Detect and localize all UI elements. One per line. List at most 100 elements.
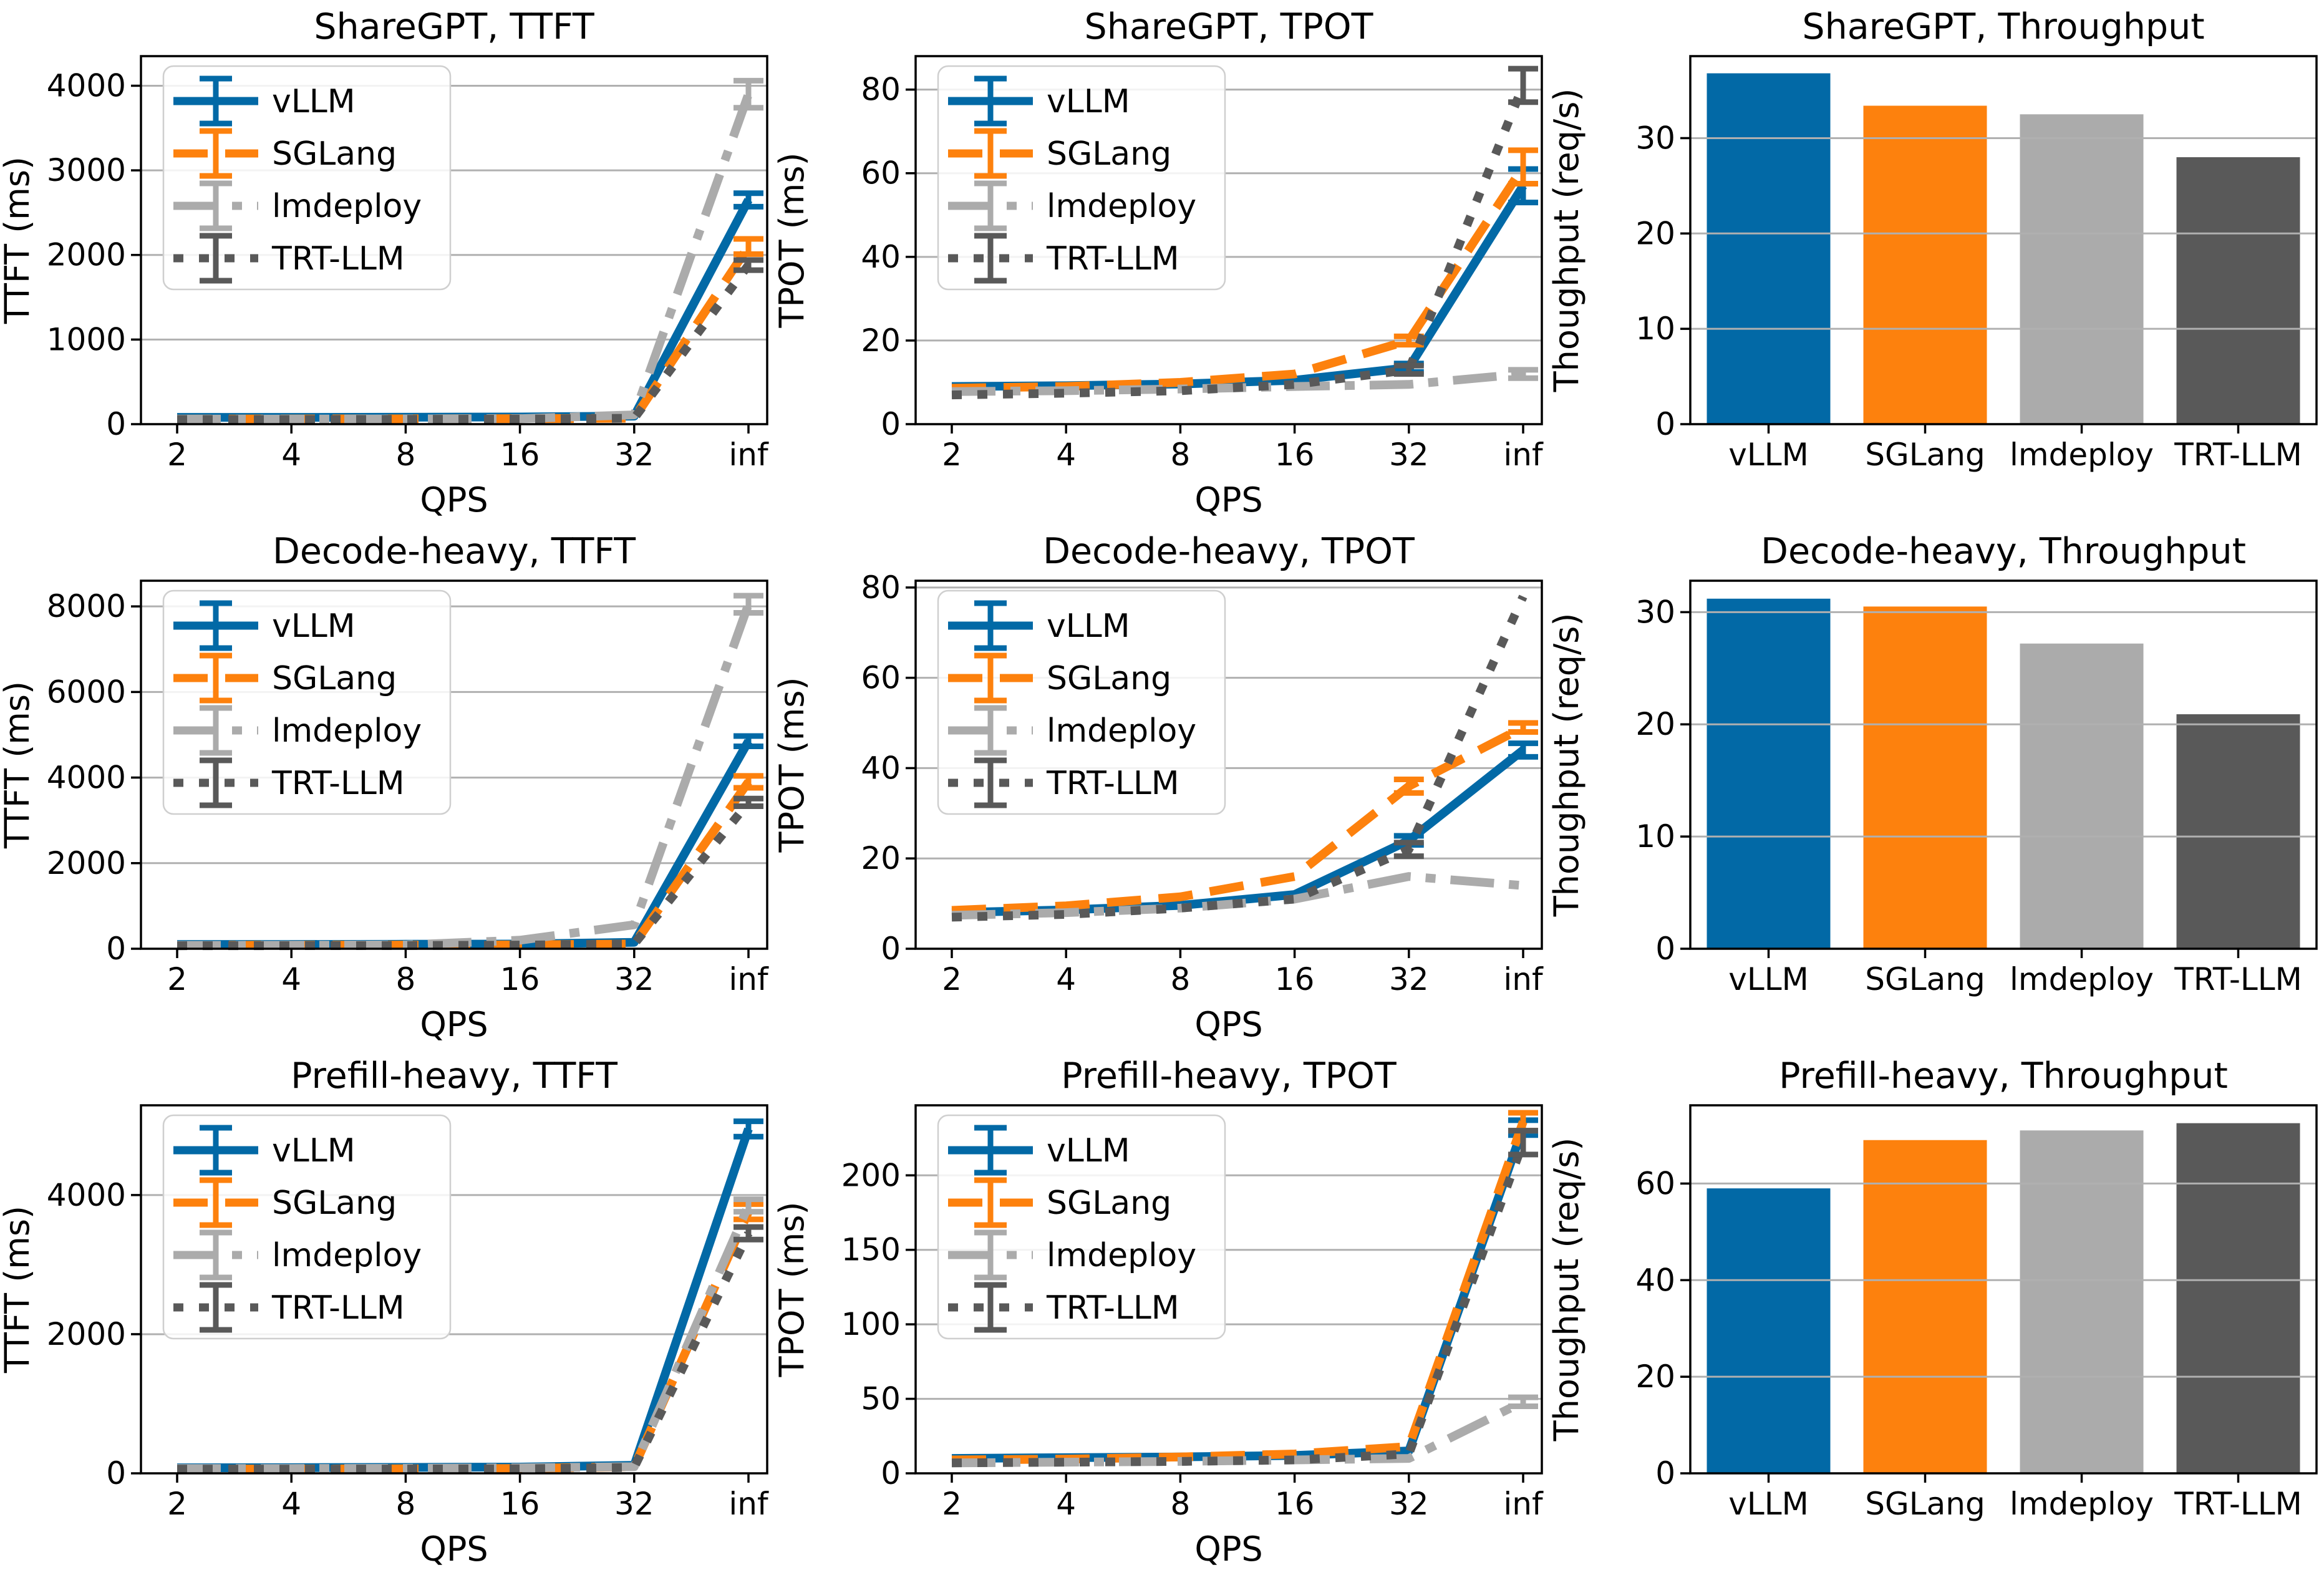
y-tick-label: 200 (841, 1157, 901, 1193)
x-tick-label: 8 (395, 437, 415, 473)
legend-entry-label: TRT-LLM (271, 240, 405, 278)
x-tick-label: 16 (500, 961, 540, 997)
x-tick-label: 2 (942, 437, 962, 473)
legend-box (937, 589, 1226, 815)
bar-SGLang (1863, 1140, 1987, 1473)
y-tick-label: 0 (1655, 1455, 1675, 1491)
legend-entry-label: SGLang (1047, 135, 1171, 173)
chart-sharegpt-tpot: ShareGPT, TPOT 0 20 40 60 80 TPOT (ms) 2 4 8 16 32 i… (775, 0, 1549, 525)
y-tick-label: 0 (106, 1455, 126, 1491)
x-tick-label: 2 (167, 961, 187, 997)
x-tick-label: SGLang (1865, 437, 1985, 473)
y-axis-label: Thoughput (req/s) (1549, 613, 1586, 918)
y-tick-label: 80 (861, 72, 901, 108)
chart-title: ShareGPT, TTFT (314, 6, 594, 47)
y-tick-label: 40 (1635, 1262, 1675, 1298)
bar-vLLM (1707, 598, 1831, 949)
axis-frame (1689, 1104, 2318, 1475)
legend-entry-label: TRT-LLM (271, 765, 405, 802)
x-tick-label: 8 (1170, 961, 1190, 997)
x-tick-label: vLLM (1728, 437, 1808, 473)
x-axis-label: QPS (1194, 480, 1262, 520)
series-line-TRT-LLM (177, 1231, 753, 1474)
x-tick-label: 32 (1389, 1486, 1429, 1522)
y-tick-label: 8000 (47, 588, 126, 624)
legend-box (162, 589, 452, 815)
y-tick-label: 60 (861, 155, 901, 191)
bar-vLLM (1707, 73, 1831, 425)
y-tick-label: 30 (1635, 120, 1675, 156)
y-tick-label: 3000 (47, 152, 126, 188)
series-line-TRT-LLM (951, 1141, 1528, 1468)
chart-title: Decode-heavy, Throughput (1761, 531, 2246, 572)
x-axis-label: QPS (420, 1529, 488, 1569)
axis-frame (140, 1104, 768, 1475)
x-tick-label: TRT-LLM (2174, 437, 2302, 473)
y-axis-label: Thoughput (req/s) (1549, 1138, 1586, 1442)
axis-frame (1689, 55, 2318, 425)
legend-entry-label: SGLang (272, 660, 397, 697)
x-axis-label: QPS (420, 480, 488, 520)
y-tick-label: 20 (861, 322, 901, 359)
y-tick-label: 1000 (47, 321, 126, 357)
bar-lmdeploy (2020, 114, 2144, 424)
y-tick-label: 20 (1635, 215, 1675, 251)
legend-entry-label: lmdeploy (1047, 712, 1196, 750)
y-tick-label: 10 (1635, 818, 1675, 855)
y-axis-label: TPOT (ms) (775, 1201, 811, 1377)
bar-lmdeploy (2020, 1130, 2144, 1473)
x-tick-label: TRT-LLM (2174, 961, 2302, 997)
x-tick-label: 8 (395, 1486, 415, 1522)
y-tick-label: 80 (861, 569, 901, 606)
series-line-SGLang (951, 1120, 1528, 1465)
y-tick-label: 0 (881, 931, 901, 967)
bar-TRT-LLM (2176, 157, 2300, 424)
legend-entry-label: lmdeploy (272, 188, 422, 225)
legend-entry-label: vLLM (1047, 83, 1130, 120)
y-tick-label: 60 (1635, 1165, 1675, 1201)
y-tick-label: 20 (861, 840, 901, 876)
chart-title: Decode-heavy, TPOT (1043, 531, 1415, 572)
legend-entry-label: TRT-LLM (1046, 765, 1179, 802)
axis-frame (914, 1104, 1543, 1475)
legend-entry-label: lmdeploy (1047, 1237, 1196, 1274)
chart-decode-heavy-ttft: Decode-heavy, TTFT 0 2000 4000 6000 8000 TTFT … (0, 525, 775, 1049)
chart-svg-sharegpt-ttft: ShareGPT, TTFT 0 1000 2000 3000 4000 TTFT (ms)… (0, 6, 769, 520)
x-tick-label: 16 (1275, 437, 1315, 473)
x-axis-label: QPS (1194, 1529, 1262, 1569)
x-tick-label: 4 (281, 961, 301, 997)
axis-frame (140, 55, 768, 425)
legend-entry-label: lmdeploy (1047, 188, 1196, 225)
chart-svg-decode-heavy-throughput: Decode-heavy, Throughput 0 10 20 30 Thoughput… (1549, 531, 2318, 997)
series-line-TRT-LLM (951, 84, 1528, 400)
x-tick-label: 4 (281, 437, 301, 473)
legend-entry-label: TRT-LLM (1046, 240, 1179, 278)
series-line-SGLang (951, 724, 1526, 915)
x-tick-label: 2 (942, 961, 962, 997)
chart-prefill-heavy-tpot: Prefill-heavy, TPOT 0 50 100 150 200 TPOT (ms)… (775, 1049, 1549, 1574)
series-line-TRT-LLM (177, 799, 752, 951)
y-tick-label: 0 (1655, 931, 1675, 967)
x-tick-label: lmdeploy (2010, 1486, 2154, 1522)
x-tick-label: vLLM (1728, 1486, 1808, 1522)
legend-entry-label: vLLM (1047, 608, 1130, 645)
chart-title: Prefill-heavy, TPOT (1061, 1055, 1397, 1097)
chart-decode-heavy-throughput: Decode-heavy, Throughput 0 10 20 30 Thoughput… (1549, 525, 2324, 1049)
y-tick-label: 2000 (47, 1316, 126, 1352)
y-tick-label: 4000 (47, 67, 126, 104)
legend-entry-label: SGLang (1047, 660, 1171, 697)
chart-svg-prefill-heavy-throughput: Prefill-heavy, Throughput 0 20 40 60 Thoughpu… (1549, 1055, 2318, 1522)
y-tick-label: 40 (861, 239, 901, 275)
y-tick-label: 30 (1635, 594, 1675, 630)
x-tick-label: 2 (167, 437, 187, 473)
legend-box (937, 1114, 1226, 1340)
legend-entry-label: TRT-LLM (271, 1289, 405, 1327)
legend-entry-label: lmdeploy (272, 712, 422, 750)
y-tick-label: 0 (881, 406, 901, 442)
y-tick-label: 2000 (47, 845, 126, 881)
x-tick-label: inf (729, 437, 769, 473)
x-tick-label: inf (1503, 961, 1544, 997)
x-tick-label: 8 (1170, 1486, 1190, 1522)
y-tick-label: 2000 (47, 237, 126, 273)
axis-frame (914, 55, 1543, 425)
